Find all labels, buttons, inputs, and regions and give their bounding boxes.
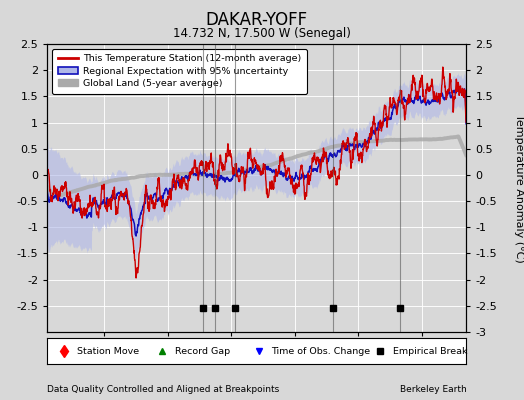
Text: Berkeley Earth: Berkeley Earth [400, 386, 466, 394]
Title: DAKAR-YOFF: DAKAR-YOFF [206, 10, 308, 28]
Legend: This Temperature Station (12-month average), Regional Expectation with 95% uncer: This Temperature Station (12-month avera… [52, 49, 307, 94]
Text: Time of Obs. Change: Time of Obs. Change [271, 346, 370, 356]
Text: Data Quality Controlled and Aligned at Breakpoints: Data Quality Controlled and Aligned at B… [47, 386, 279, 394]
Text: Empirical Break: Empirical Break [393, 346, 467, 356]
Y-axis label: Temperature Anomaly (°C): Temperature Anomaly (°C) [514, 114, 524, 262]
Text: Record Gap: Record Gap [175, 346, 230, 356]
Text: 14.732 N, 17.500 W (Senegal): 14.732 N, 17.500 W (Senegal) [173, 28, 351, 40]
Text: Station Move: Station Move [77, 346, 139, 356]
